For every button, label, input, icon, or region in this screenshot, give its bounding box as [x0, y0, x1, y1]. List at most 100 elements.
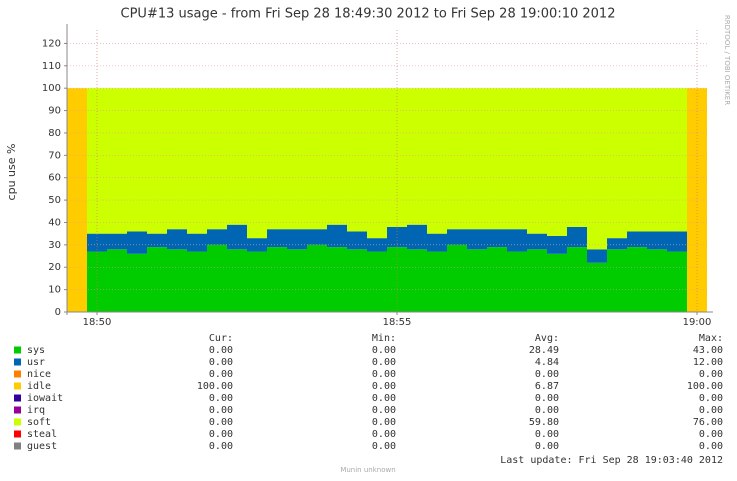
watermark: RRDTOOL / TOBI OETIKER: [723, 15, 731, 105]
area-segment: [307, 229, 327, 245]
area-segment: [247, 88, 267, 239]
area-segment: [487, 229, 507, 248]
area-segment: [127, 88, 147, 232]
area-segment: [407, 249, 427, 312]
legend-swatch: [14, 406, 21, 414]
stat-value: 6.87: [535, 381, 559, 392]
area-segment: [547, 88, 567, 236]
stat-value: 0.00: [372, 345, 396, 356]
stat-header: Cur:: [209, 333, 233, 344]
stat-value: 12.00: [693, 357, 723, 368]
area-segment: [667, 251, 687, 312]
legend-name: idle: [27, 381, 51, 392]
area-segment: [487, 247, 507, 312]
stat-value: 0.00: [535, 405, 559, 416]
stat-value: 100.00: [687, 381, 723, 392]
area-segment: [267, 229, 287, 248]
y-tick-label: 90: [48, 106, 61, 117]
area-segment: [107, 233, 127, 250]
area-segment: [567, 226, 587, 248]
area-segment: [607, 238, 627, 250]
area-segment: [587, 88, 607, 250]
area-segment: [467, 249, 487, 312]
area-segment: [607, 88, 627, 239]
last-update: Last update: Fri Sep 28 19:03:40 2012: [500, 455, 723, 466]
stat-value: 0.00: [699, 429, 723, 440]
area-segment: [567, 88, 587, 227]
area-segment: [527, 88, 547, 234]
legend-swatch: [14, 358, 21, 366]
area-segment: [167, 229, 187, 250]
area-segment: [387, 88, 407, 227]
stat-value: 0.00: [209, 405, 233, 416]
stat-value: 0.00: [535, 429, 559, 440]
y-tick-label: 30: [48, 240, 61, 251]
stat-value: 0.00: [699, 369, 723, 380]
area-segment: [667, 88, 687, 232]
area-segment: [527, 233, 547, 250]
area-segment: [407, 224, 427, 250]
stat-header: Min:: [372, 333, 396, 344]
area-segment: [147, 88, 167, 234]
area-segment: [87, 233, 107, 252]
area-segment: [667, 231, 687, 252]
stat-value: 0.00: [209, 369, 233, 380]
x-tick-label: 19:00: [683, 317, 712, 328]
area-segment: [367, 251, 387, 312]
y-tick-label: 120: [42, 38, 61, 49]
area-segment: [347, 88, 367, 232]
area-segment: [287, 249, 307, 312]
area-segment: [267, 247, 287, 312]
area-segment: [247, 251, 267, 312]
stat-value: 59.80: [529, 417, 559, 428]
area-segment: [427, 88, 447, 234]
stat-value: 0.00: [209, 441, 233, 452]
area-segment: [627, 231, 647, 248]
area-segment: [147, 233, 167, 248]
area-segment: [327, 224, 347, 248]
stat-value: 0.00: [699, 441, 723, 452]
x-tick-label: 18:55: [383, 317, 412, 328]
stat-value: 0.00: [372, 417, 396, 428]
area-segment: [467, 229, 487, 250]
stat-value: 0.00: [209, 393, 233, 404]
y-tick-label: 10: [48, 285, 61, 296]
stat-value: 0.00: [372, 429, 396, 440]
area-segment: [107, 249, 127, 312]
stat-value: 0.00: [372, 393, 396, 404]
stat-value: 0.00: [699, 393, 723, 404]
area-segment: [207, 88, 227, 230]
stat-value: 100.00: [197, 381, 233, 392]
y-tick-label: 110: [42, 61, 61, 72]
stat-value: 76.00: [693, 417, 723, 428]
stat-value: 0.00: [372, 441, 396, 452]
y-tick-label: 50: [48, 195, 61, 206]
chart-title: CPU#13 usage - from Fri Sep 28 18:49:30 …: [121, 7, 616, 22]
area-segment: [127, 231, 147, 254]
legend-name: nice: [27, 369, 51, 380]
area-segment: [487, 88, 507, 230]
area-segment: [187, 233, 207, 252]
legend-swatch: [14, 442, 21, 450]
area-segment: [647, 231, 667, 250]
legend-swatch: [14, 430, 21, 438]
area-segment: [167, 88, 187, 230]
area-segment: [227, 88, 247, 225]
stat-value: 0.00: [209, 429, 233, 440]
area-segment: [187, 251, 207, 312]
area-segment: [347, 249, 367, 312]
area-segment: [627, 88, 647, 232]
area-segment: [307, 88, 327, 230]
stat-value: 28.49: [529, 345, 559, 356]
area-segment: [187, 88, 207, 234]
stat-value: 0.00: [209, 417, 233, 428]
stat-value: 0.00: [372, 357, 396, 368]
y-tick-label: 40: [48, 217, 61, 228]
area-segment: [167, 249, 187, 312]
stat-value: 0.00: [535, 393, 559, 404]
footer: Munin unknown: [340, 466, 395, 474]
stat-value: 0.00: [209, 357, 233, 368]
area-segment: [587, 262, 607, 312]
legend-swatch: [14, 394, 21, 402]
y-tick-label: 0: [55, 307, 61, 318]
